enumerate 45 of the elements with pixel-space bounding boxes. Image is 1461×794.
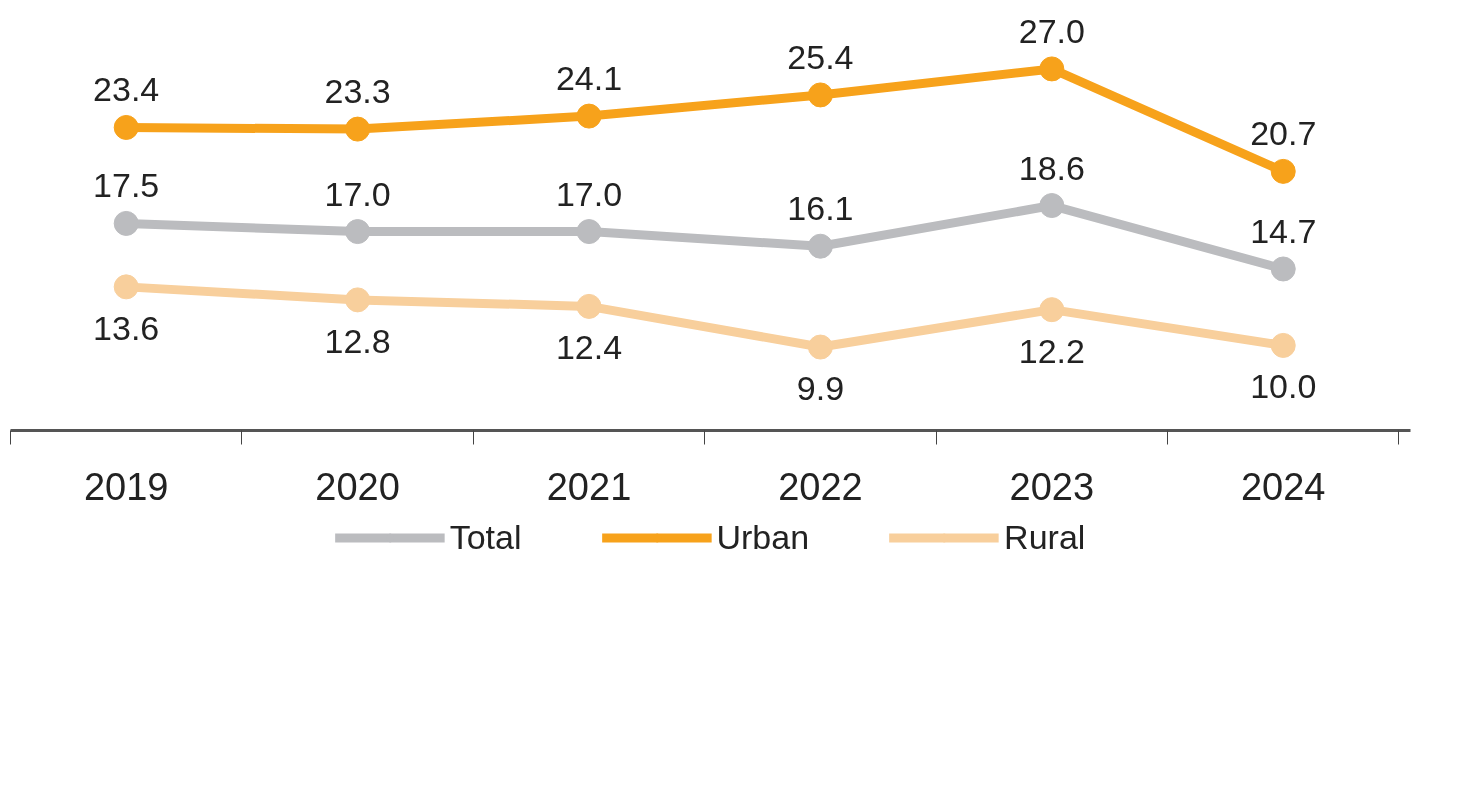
data-label: 16.1 [787,189,854,228]
point [113,210,139,236]
data-label: 25.4 [787,37,854,76]
x-tick-label: 2023 [1009,465,1095,508]
point [1270,158,1296,184]
point [807,233,833,259]
data-label: 27.0 [1018,11,1085,50]
point [1270,256,1296,282]
data-label: 10.0 [1250,367,1317,406]
data-label: 12.4 [555,328,623,367]
x-tick-label: 2022 [778,465,863,508]
data-label: 13.6 [93,308,160,347]
data-label: 9.9 [796,369,845,408]
point [576,293,602,319]
data-label: 23.3 [324,72,391,111]
point [113,114,139,140]
point [576,103,602,129]
legend-label: Rural [1004,517,1086,557]
data-label: 23.4 [93,70,160,109]
data-label: 18.6 [1018,148,1085,187]
data-label: 12.8 [324,321,391,360]
point [1039,193,1065,219]
point [1039,297,1065,323]
point [1270,332,1296,358]
data-label: 12.2 [1018,331,1085,370]
x-tick-label: 2020 [315,465,400,508]
data-label: 17.0 [324,174,391,213]
data-label: 14.7 [1250,211,1317,250]
legend-label: Total [449,517,522,557]
point [345,116,371,142]
x-tick-label: 2024 [1240,465,1326,508]
point [113,274,139,300]
data-label: 17.0 [555,174,623,213]
data-label: 24.1 [555,59,623,98]
data-label: 17.5 [93,166,160,205]
point [1039,56,1065,82]
point [807,82,833,108]
point [576,219,602,245]
x-tick-label: 2019 [83,465,169,508]
legend-label: Urban [716,517,810,557]
point [807,334,833,360]
point [345,287,371,313]
x-tick-label: 2021 [546,465,632,508]
data-label: 20.7 [1250,114,1317,153]
point [345,219,371,245]
